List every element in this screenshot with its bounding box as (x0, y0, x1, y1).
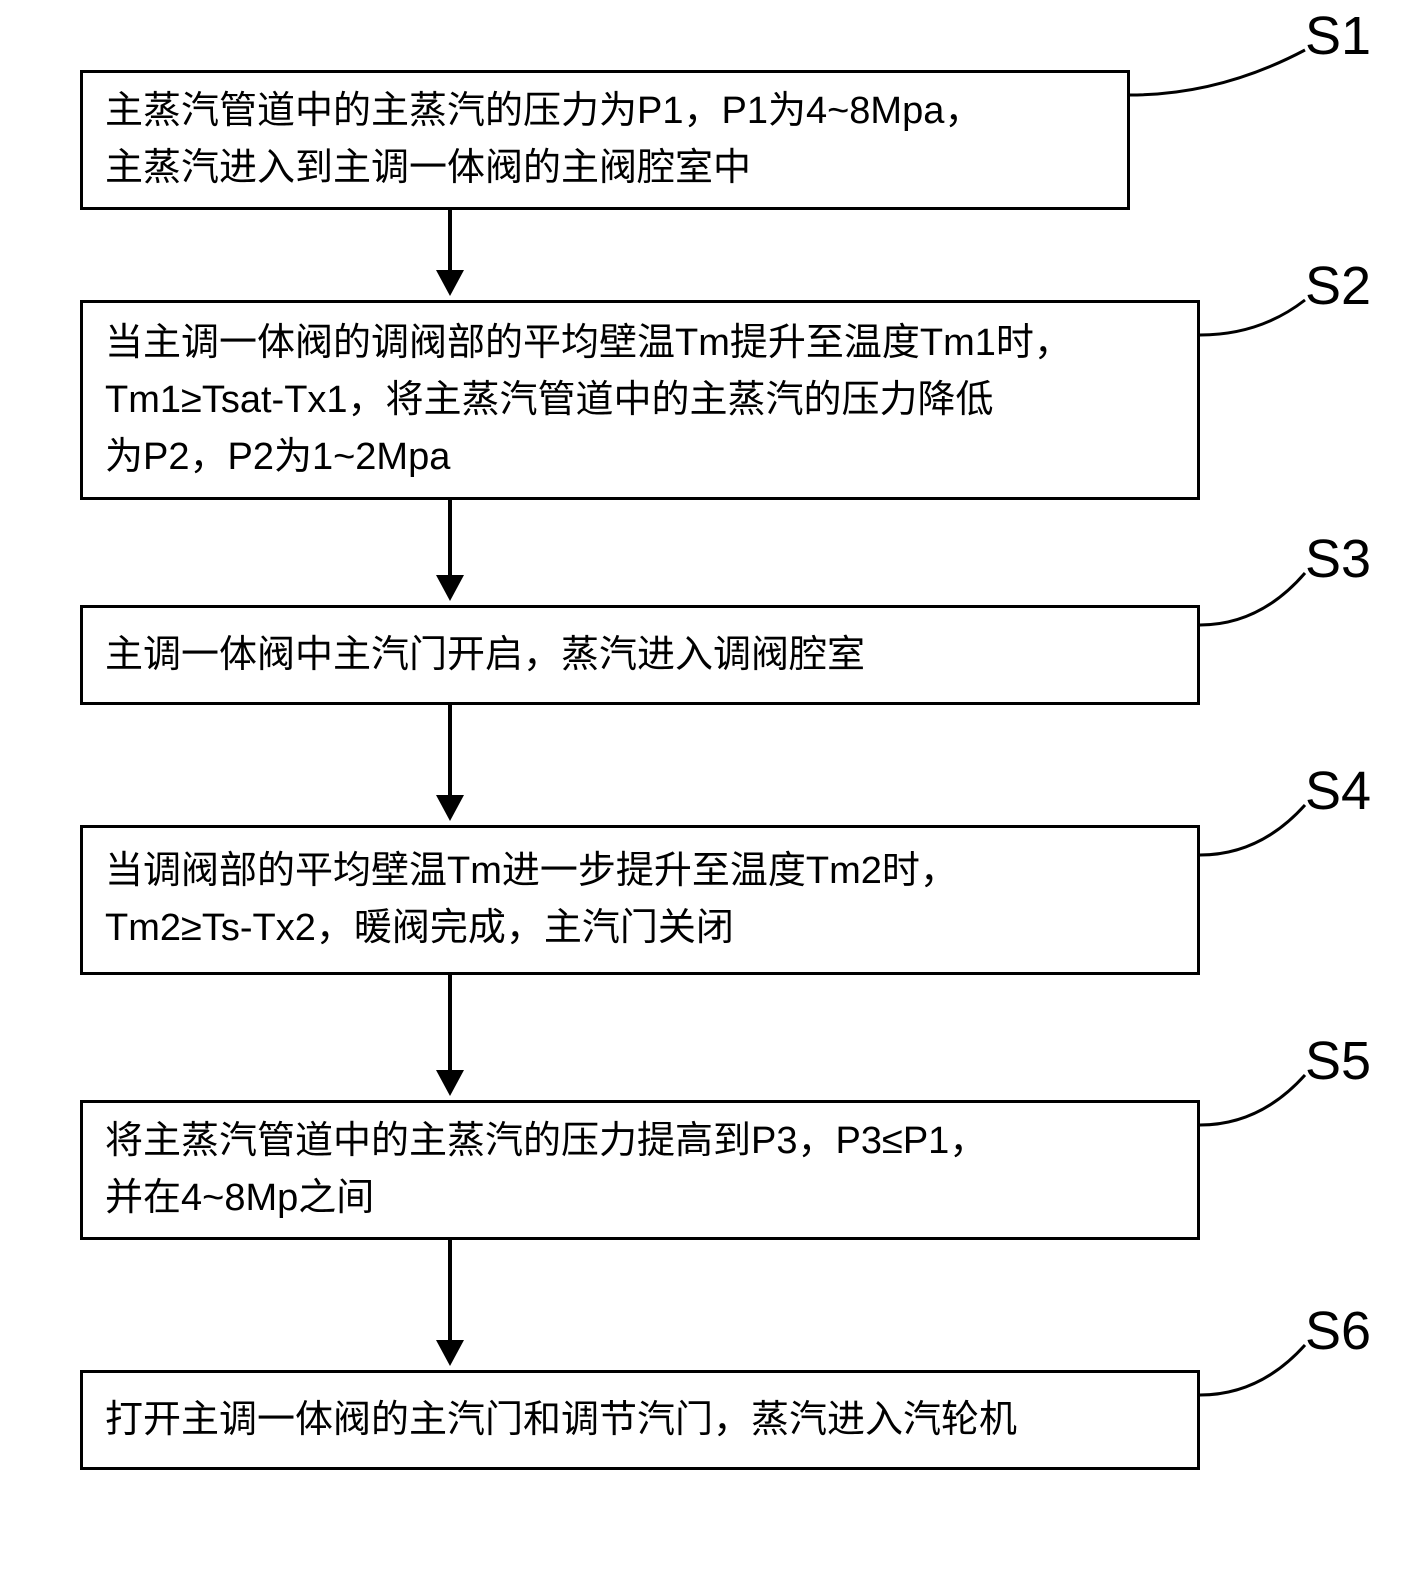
step-label-s2: S2 (1305, 255, 1371, 317)
step-text-s5: 将主蒸汽管道中的主蒸汽的压力提高到P3，P3≤P1， 并在4~8Mp之间 (105, 1113, 987, 1227)
step-label-s5: S5 (1305, 1030, 1371, 1092)
flowchart-container: 主蒸汽管道中的主蒸汽的压力为P1，P1为4~8Mpa， 主蒸汽进入到主调一体阀的… (0, 0, 1407, 1595)
step-box-s4: 当调阀部的平均壁温Tm进一步提升至温度Tm2时， Tm2≥Ts-Tx2，暖阀完成… (80, 825, 1200, 975)
step-text-s4: 当调阀部的平均壁温Tm进一步提升至温度Tm2时， Tm2≥Ts-Tx2，暖阀完成… (105, 843, 958, 957)
connector-s3 (0, 0, 1407, 1595)
step-box-s3: 主调一体阀中主汽门开启，蒸汽进入调阀腔室 (80, 605, 1200, 705)
connector-s6 (0, 0, 1407, 1595)
step-text-s2: 当主调一体阀的调阀部的平均壁温Tm提升至温度Tm1时， Tm1≥Tsat-Tx1… (105, 315, 1072, 486)
step-label-s1: S1 (1305, 5, 1371, 67)
arrow-s1-s2 (436, 210, 464, 296)
step-box-s1: 主蒸汽管道中的主蒸汽的压力为P1，P1为4~8Mpa， 主蒸汽进入到主调一体阀的… (80, 70, 1130, 210)
arrow-s3-s4 (436, 705, 464, 821)
step-text-s6: 打开主调一体阀的主汽门和调节汽门，蒸汽进入汽轮机 (105, 1392, 1017, 1449)
arrow-s5-s6 (436, 1240, 464, 1366)
step-label-s3: S3 (1305, 528, 1371, 590)
connector-s5 (0, 0, 1407, 1595)
step-text-s1: 主蒸汽管道中的主蒸汽的压力为P1，P1为4~8Mpa， 主蒸汽进入到主调一体阀的… (105, 83, 982, 197)
arrow-s2-s3 (436, 500, 464, 601)
step-box-s6: 打开主调一体阀的主汽门和调节汽门，蒸汽进入汽轮机 (80, 1370, 1200, 1470)
step-text-s3: 主调一体阀中主汽门开启，蒸汽进入调阀腔室 (105, 627, 865, 684)
connector-s2 (0, 0, 1407, 1595)
connector-s1 (0, 0, 1407, 1595)
step-box-s5: 将主蒸汽管道中的主蒸汽的压力提高到P3，P3≤P1， 并在4~8Mp之间 (80, 1100, 1200, 1240)
step-label-s6: S6 (1305, 1300, 1371, 1362)
step-box-s2: 当主调一体阀的调阀部的平均壁温Tm提升至温度Tm1时， Tm1≥Tsat-Tx1… (80, 300, 1200, 500)
arrow-s4-s5 (436, 975, 464, 1096)
connector-s4 (0, 0, 1407, 1595)
step-label-s4: S4 (1305, 760, 1371, 822)
